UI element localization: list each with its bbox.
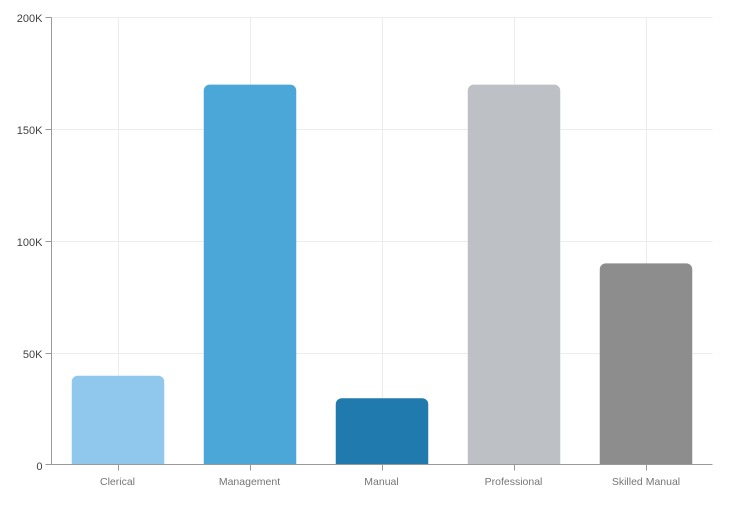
svg-text:Skilled Manual: Skilled Manual: [612, 476, 680, 488]
svg-text:Professional: Professional: [485, 476, 543, 488]
svg-text:Management: Management: [219, 476, 280, 488]
svg-text:150K: 150K: [17, 125, 43, 137]
svg-text:50K: 50K: [23, 349, 43, 361]
svg-text:200K: 200K: [17, 13, 43, 25]
svg-text:Clerical: Clerical: [100, 476, 135, 488]
svg-text:100K: 100K: [17, 237, 43, 249]
svg-text:0: 0: [36, 461, 42, 473]
svg-text:Manual: Manual: [364, 476, 398, 488]
